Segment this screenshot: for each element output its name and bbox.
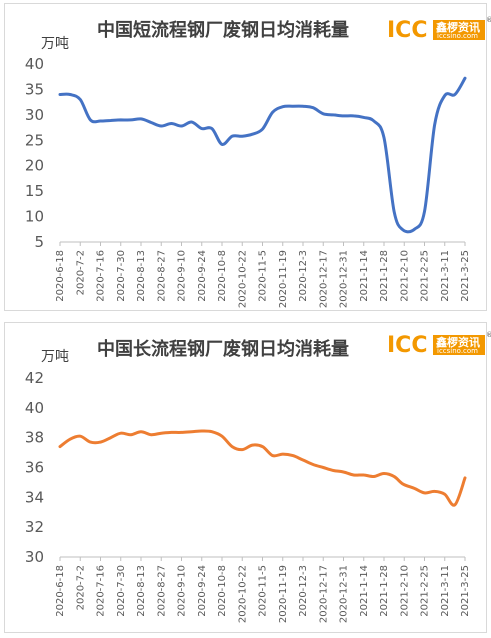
x-tick-label: 2020-8-13 (136, 565, 147, 617)
x-tick-label: 2020-12-3 (298, 565, 309, 617)
logo-mark: ICC (387, 18, 427, 43)
x-tick-label: 2020-10-8 (217, 565, 228, 617)
chart-title: 中国短流程钢厂废钢日均消耗量 (97, 19, 349, 41)
chart-panel-short-process: 中国短流程钢厂废钢日均消耗量万吨 ICC 鑫椤资讯 iccsino.com ® 5 10 15… (4, 3, 491, 311)
y-unit-label: 万吨 (41, 349, 69, 365)
x-tick-label: 2020-11-5 (258, 250, 269, 302)
x-tick-label: 2020-9-24 (197, 565, 208, 617)
x-tick-label: 2020-9-24 (197, 250, 208, 302)
x-tick-label: 2020-7-30 (116, 565, 127, 617)
x-tick-label: 2020-7-30 (116, 250, 127, 302)
x-tick-label: 2020-11-19 (278, 250, 289, 308)
x-tick-label: 2020-12-17 (318, 250, 329, 308)
x-tick-label: 2021-2-10 (399, 565, 410, 617)
x-tick-label: 2020-10-22 (237, 565, 248, 623)
y-tick-label: 10 (25, 208, 44, 226)
long-series-line (58, 429, 467, 507)
logo-url: iccsino.com (437, 347, 478, 355)
x-tick-label: 2020-11-19 (278, 565, 289, 623)
x-tick-label: 2020-10-22 (237, 250, 248, 308)
logo-badge (433, 20, 485, 40)
x-tick-label: 2021-2-25 (420, 565, 431, 617)
y-tick-label: 25 (25, 131, 44, 149)
x-tick-label: 2020-7-2 (75, 565, 86, 610)
x-tick-label: 2020-6-18 (55, 565, 66, 617)
x-tick-label: 2020-8-13 (136, 250, 147, 302)
logo-mark: ICC (387, 333, 427, 358)
logo-cn: 鑫椤资讯 (435, 20, 480, 34)
y-tick-label: 42 (25, 369, 44, 387)
x-tick-label: 2020-9-10 (177, 565, 188, 617)
x-tick-label: 2021-1-14 (359, 250, 370, 302)
logo-badge (433, 335, 485, 355)
x-tick-label: 2020-12-31 (339, 565, 350, 623)
x-tick-label: 2020-8-27 (156, 565, 167, 617)
x-tick-label: 2020-12-31 (339, 250, 350, 308)
x-tick-label: 2021-3-25 (460, 250, 471, 302)
y-tick-label: 20 (25, 157, 44, 175)
x-tick-label: 2021-2-10 (399, 250, 410, 302)
x-tick-label: 2021-3-25 (460, 565, 471, 617)
x-tick-label: 2020-12-17 (318, 565, 329, 623)
x-tick-label: 2020-12-3 (298, 250, 309, 302)
x-tick-label: 2020-10-8 (217, 250, 228, 302)
y-tick-label: 40 (25, 399, 44, 417)
x-tick-label: 2020-6-18 (55, 250, 66, 302)
y-tick-label: 5 (34, 233, 44, 251)
logo-registered: ® (486, 16, 491, 24)
x-tick-label: 2021-1-28 (379, 250, 390, 302)
y-tick-label: 30 (25, 106, 44, 124)
x-tick-label: 2020-11-5 (258, 565, 269, 617)
y-tick-label: 34 (25, 488, 44, 506)
x-tick-label: 2020-7-16 (96, 565, 107, 617)
chart-panel-long-process: 中国长流程钢厂废钢日均消耗量万吨 ICC 鑫椤资讯 iccsino.com ® 30 32 3… (4, 322, 491, 633)
x-tick-label: 2020-8-27 (156, 250, 167, 302)
x-tick-label: 2020-7-2 (75, 250, 86, 295)
chart-title: 中国长流程钢厂废钢日均消耗量 (97, 338, 349, 360)
y-tick-label: 36 (25, 459, 44, 477)
short-series-line (58, 76, 467, 234)
x-tick-label: 2020-7-16 (96, 250, 107, 302)
y-tick-label: 35 (25, 80, 44, 98)
x-tick-label: 2021-1-14 (359, 565, 370, 617)
y-tick-label: 15 (25, 182, 44, 200)
y-tick-label: 30 (25, 548, 44, 566)
logo-registered: ® (486, 331, 491, 339)
x-tick-label: 2020-9-10 (177, 250, 188, 302)
logo-url: iccsino.com (437, 32, 478, 40)
y-unit-label: 万吨 (41, 36, 69, 52)
x-tick-label: 2021-1-28 (379, 565, 390, 617)
x-tick-label: 2021-2-25 (420, 250, 431, 302)
y-tick-label: 38 (25, 429, 44, 447)
y-tick-label: 32 (25, 518, 44, 536)
y-tick-label: 40 (25, 55, 44, 73)
x-tick-label: 2021-3-11 (440, 565, 451, 617)
x-tick-label: 2021-3-11 (440, 250, 451, 302)
logo-cn: 鑫椤资讯 (435, 335, 480, 349)
